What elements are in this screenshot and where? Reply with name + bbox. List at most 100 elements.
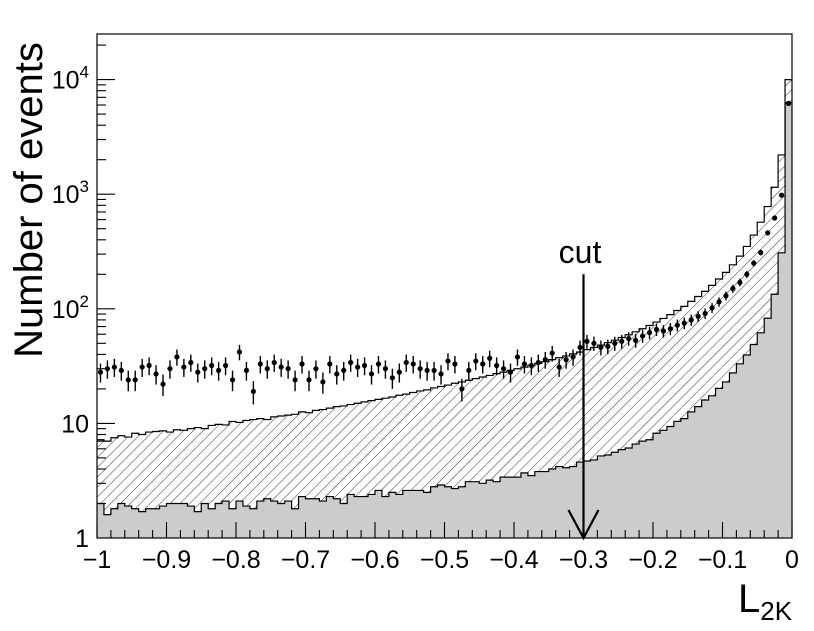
- data-point-marker: [528, 362, 534, 369]
- data-point-marker: [744, 271, 750, 277]
- data-point: [327, 355, 333, 374]
- data-point-marker: [466, 367, 472, 374]
- y-tick-label-base: 10: [52, 181, 80, 209]
- y-tick-label: 104: [52, 63, 89, 95]
- data-point-marker: [236, 349, 243, 355]
- data-point: [688, 314, 694, 326]
- data-point: [264, 360, 270, 379]
- data-point-marker: [681, 320, 687, 326]
- y-tick-label: 102: [52, 292, 89, 324]
- data-point-marker: [605, 343, 611, 349]
- data-point: [473, 353, 479, 371]
- data-point-marker: [188, 359, 194, 366]
- data-point-marker: [396, 369, 402, 375]
- data-point: [556, 358, 562, 377]
- data-point-marker: [341, 367, 347, 374]
- data-point-marker: [785, 100, 792, 106]
- x-tick-label: −0.8: [211, 546, 260, 574]
- data-point-marker: [473, 358, 479, 364]
- data-point-marker: [765, 230, 771, 236]
- data-point-marker: [577, 344, 583, 351]
- data-point-marker: [487, 355, 493, 361]
- data-point: [292, 370, 298, 392]
- data-point-marker: [431, 367, 437, 374]
- data-point-marker: [299, 361, 305, 367]
- data-point: [459, 378, 465, 402]
- data-point: [626, 332, 632, 346]
- data-point-marker: [229, 377, 236, 383]
- data-point-marker: [306, 377, 312, 383]
- data-point-marker: [500, 366, 507, 372]
- data-point: [716, 297, 722, 307]
- data-point: [487, 350, 493, 368]
- data-point: [202, 360, 208, 379]
- data-point: [431, 361, 437, 381]
- data-point: [396, 363, 402, 383]
- data-point-marker: [389, 375, 395, 381]
- data-point-marker: [653, 326, 660, 333]
- data-point: [216, 361, 222, 381]
- data-point: [709, 303, 715, 314]
- data-point: [139, 358, 145, 377]
- data-point: [389, 368, 395, 389]
- data-point: [639, 329, 646, 343]
- data-point: [132, 370, 138, 392]
- data-point-marker: [320, 379, 326, 385]
- x-axis-label-sub: 2K: [760, 596, 792, 626]
- data-point-marker: [153, 371, 159, 377]
- data-point: [153, 365, 159, 385]
- data-point-marker: [264, 366, 270, 372]
- cut-label: cut: [559, 234, 602, 270]
- data-point: [299, 355, 305, 374]
- data-point: [695, 311, 701, 322]
- data-point: [702, 308, 708, 320]
- data-point: [174, 349, 180, 366]
- hatched-band-lower-edge: [97, 102, 792, 516]
- data-point: [591, 336, 597, 351]
- hatched-band: [97, 79, 792, 515]
- data-point-marker: [424, 367, 430, 374]
- data-point-marker: [751, 260, 757, 266]
- data-point-marker: [222, 362, 229, 369]
- data-point-marker: [542, 357, 548, 363]
- data-point-marker: [292, 377, 298, 383]
- data-point: [521, 355, 528, 374]
- data-point: [111, 358, 117, 377]
- data-point: [549, 345, 555, 362]
- data-point: [250, 381, 256, 405]
- y-tick-label: 10: [61, 410, 89, 438]
- data-point: [507, 363, 514, 383]
- data-point: [785, 100, 792, 106]
- x-tick-label: −0.5: [420, 546, 469, 574]
- data-point-marker: [160, 381, 166, 387]
- data-point-marker: [723, 293, 729, 299]
- data-point-marker: [209, 362, 215, 369]
- data-point-marker: [507, 369, 514, 375]
- data-point-marker: [181, 364, 187, 370]
- data-point-marker: [278, 364, 284, 370]
- data-point-marker: [758, 249, 764, 256]
- data-point-marker: [667, 326, 673, 332]
- data-point: [723, 291, 729, 301]
- data-point: [438, 365, 444, 385]
- data-point: [368, 365, 375, 385]
- data-point-marker: [633, 337, 639, 343]
- data-point-marker: [368, 371, 375, 377]
- data-point: [584, 334, 590, 349]
- data-point: [500, 360, 507, 379]
- data-point-marker: [334, 371, 340, 377]
- x-axis-label-main: L: [738, 577, 760, 621]
- data-point: [667, 322, 673, 336]
- data-point-marker: [403, 359, 409, 366]
- x-tick-label: −0.1: [698, 546, 747, 574]
- data-point-marker: [646, 329, 653, 336]
- data-point: [313, 360, 319, 379]
- x-tick-label: −0.7: [281, 546, 330, 574]
- data-point-marker: [250, 388, 256, 395]
- y-tick-label-exponent: 2: [80, 292, 89, 311]
- data-point-marker: [355, 364, 361, 370]
- data-point: [236, 344, 243, 361]
- data-point-marker: [514, 354, 521, 360]
- data-point-marker: [778, 192, 785, 198]
